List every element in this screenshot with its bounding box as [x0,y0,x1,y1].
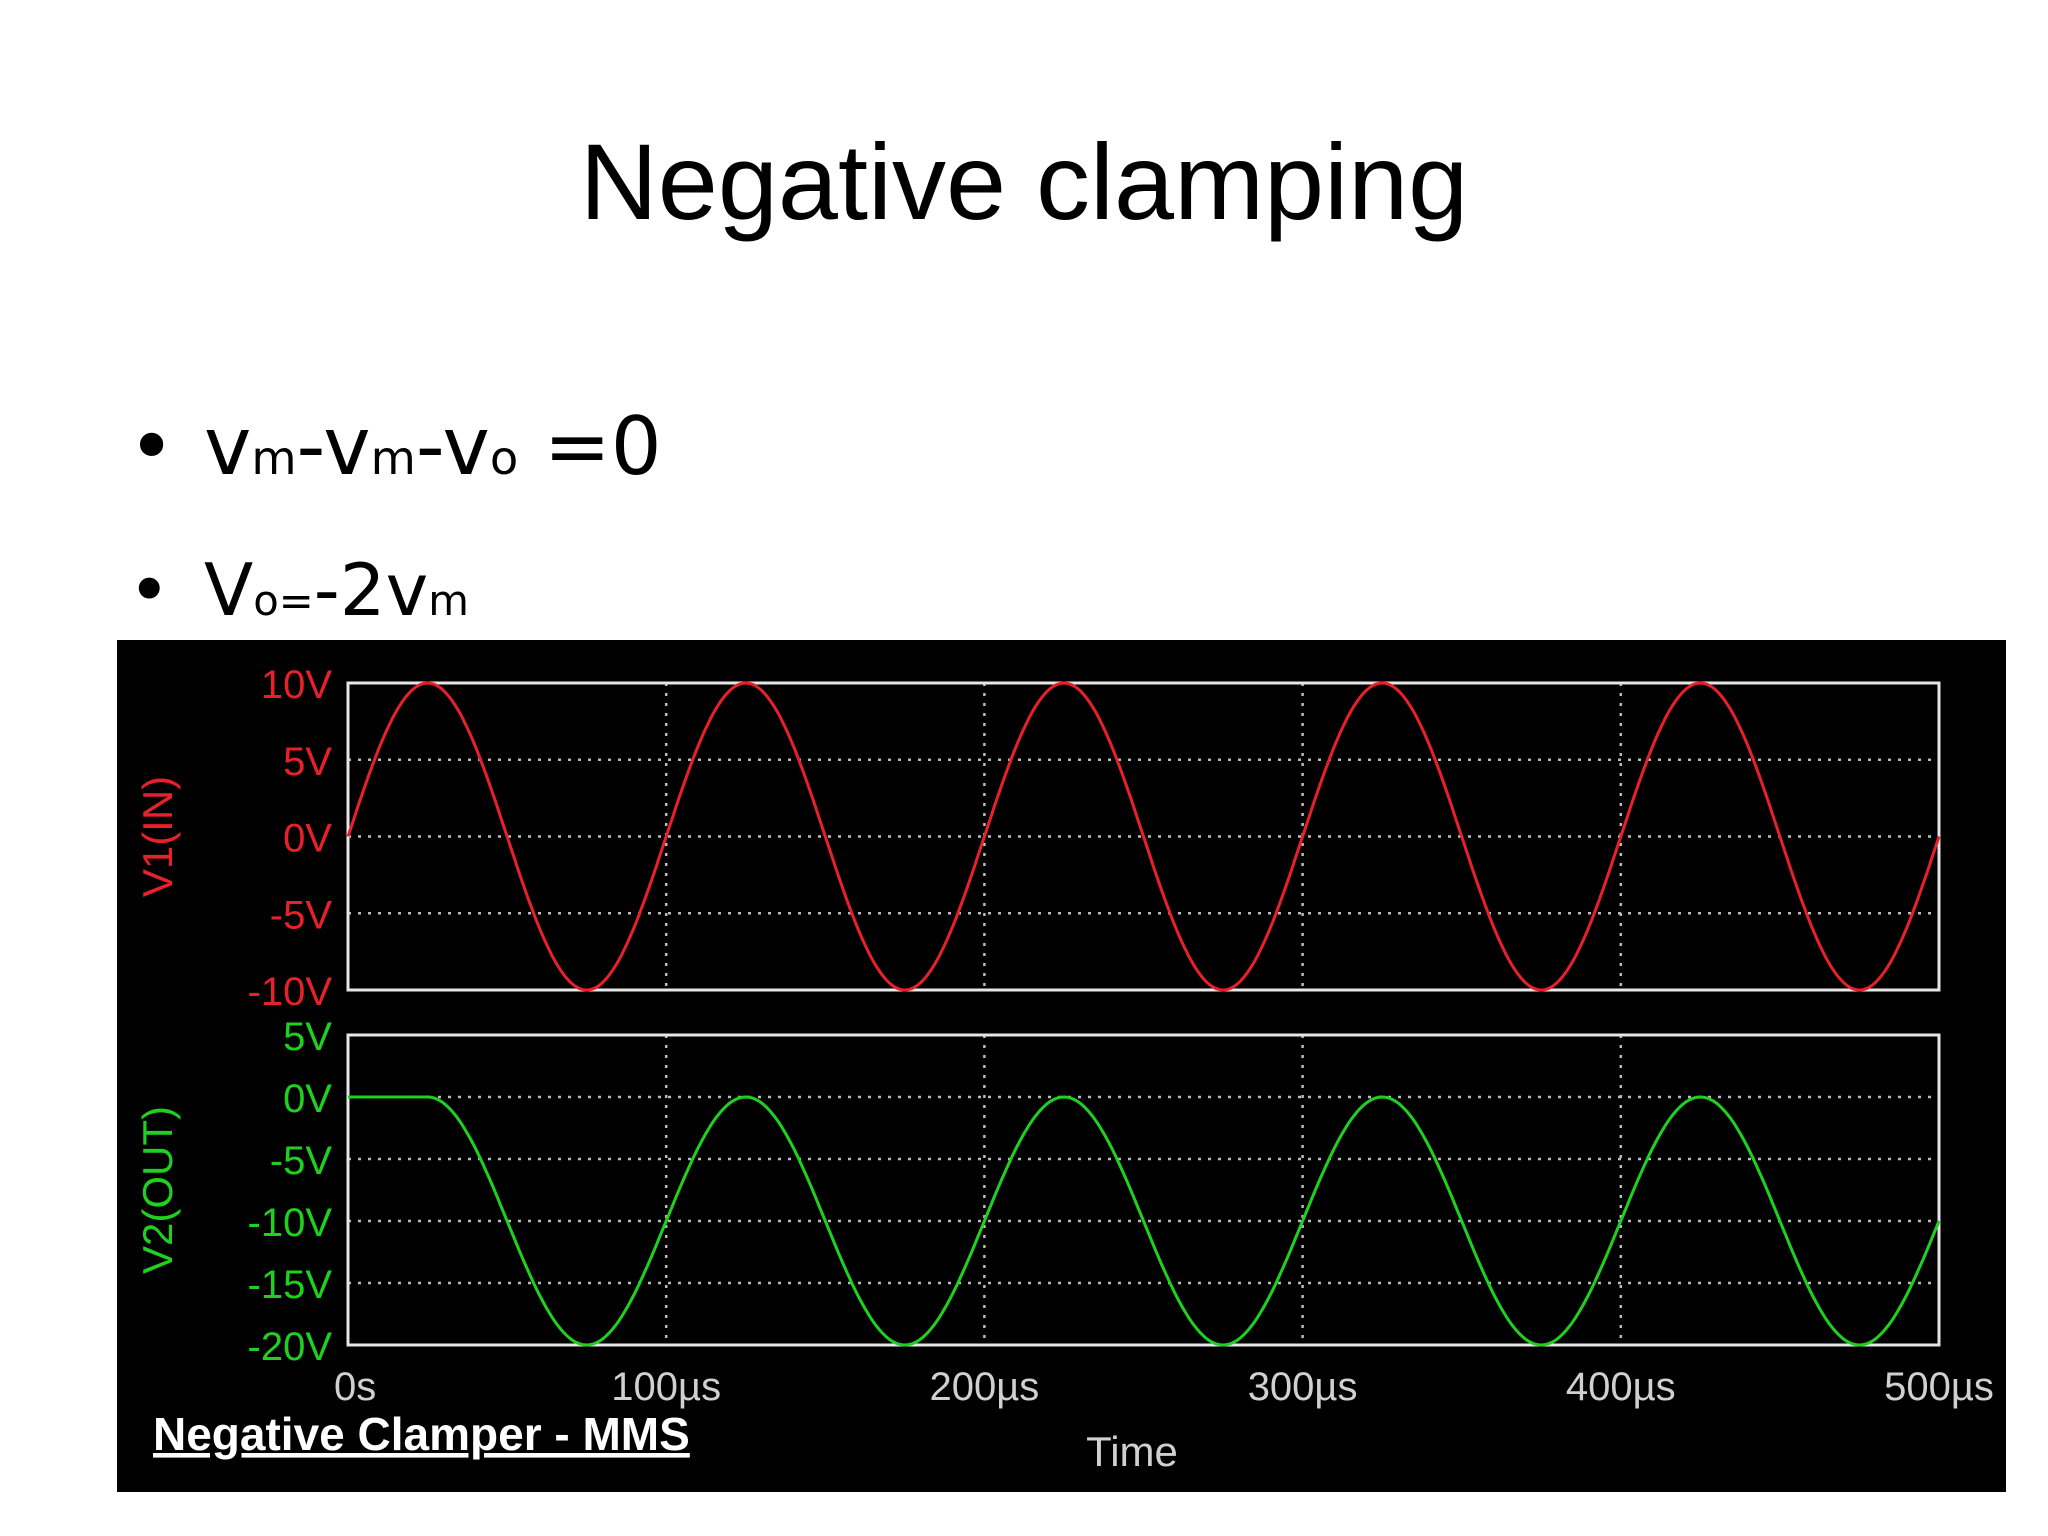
equation-part: -2v [313,548,429,632]
equation-part: v [204,400,252,493]
equation-subscript: o= [253,576,314,625]
equation-subscript: m [370,431,416,485]
y-tick-label: -20V [248,1325,333,1369]
equation-subscript: m [251,431,297,485]
waveform-line [348,1095,1941,1347]
y-tick-label: 5V [283,740,332,784]
x-tick-label: 300µs [1248,1365,1358,1409]
y-axis-label: V1(IN) [134,776,181,897]
x-tick-label: 200µs [930,1365,1040,1409]
bullet-equation-2: • Vo=-2vm [128,548,469,632]
y-tick-label: 0V [283,1077,332,1121]
y-tick-label: 5V [283,1015,332,1059]
y-tick-label: 0V [283,817,332,861]
y-tick-label: -10V [248,1201,333,1245]
equation-part: -v [296,400,371,493]
x-tick-label: 400µs [1566,1365,1676,1409]
scope-plot: 10V 5V 0V -5V -10V V1(IN) 5V 0V -5V -10V -15V -20V V… [134,663,1994,1475]
bullet-equation-1: • vm-vm-vo =0 [128,400,662,493]
y-tick-label: -5V [270,1139,333,1183]
y-tick-label: -5V [270,893,333,937]
waveform-line [346,681,1941,992]
equation-subscript: o [489,431,519,485]
y-tick-label: 10V [261,663,332,707]
chart-caption: Negative Clamper - MMS [153,1408,690,1460]
equation-subscript: m [428,576,469,625]
equation-text: vm-vm-vo =0 [204,400,662,493]
panel-frame [346,1033,1941,1347]
slide-title: Negative clamping [579,121,1469,242]
bullet-symbol: • [128,548,171,632]
equation-part: V [204,548,254,632]
y-tick-label: -10V [248,970,333,1014]
bullet-symbol: • [128,400,176,493]
y-tick-label: -15V [248,1263,333,1307]
x-axis-label: Time [1086,1428,1178,1475]
oscilloscope-chart: 10V 5V 0V -5V -10V V1(IN) 5V 0V -5V -10V -15V -20V V… [117,640,2006,1492]
x-tick-label: 0s [334,1365,376,1409]
y-axis-label: V2(OUT) [134,1106,181,1274]
equation-part: -v [415,400,490,493]
x-tick-label: 100µs [611,1365,721,1409]
equation-text: Vo=-2vm [204,548,469,632]
equation-part: =0 [518,400,662,493]
x-tick-label: 500µs [1884,1365,1994,1409]
